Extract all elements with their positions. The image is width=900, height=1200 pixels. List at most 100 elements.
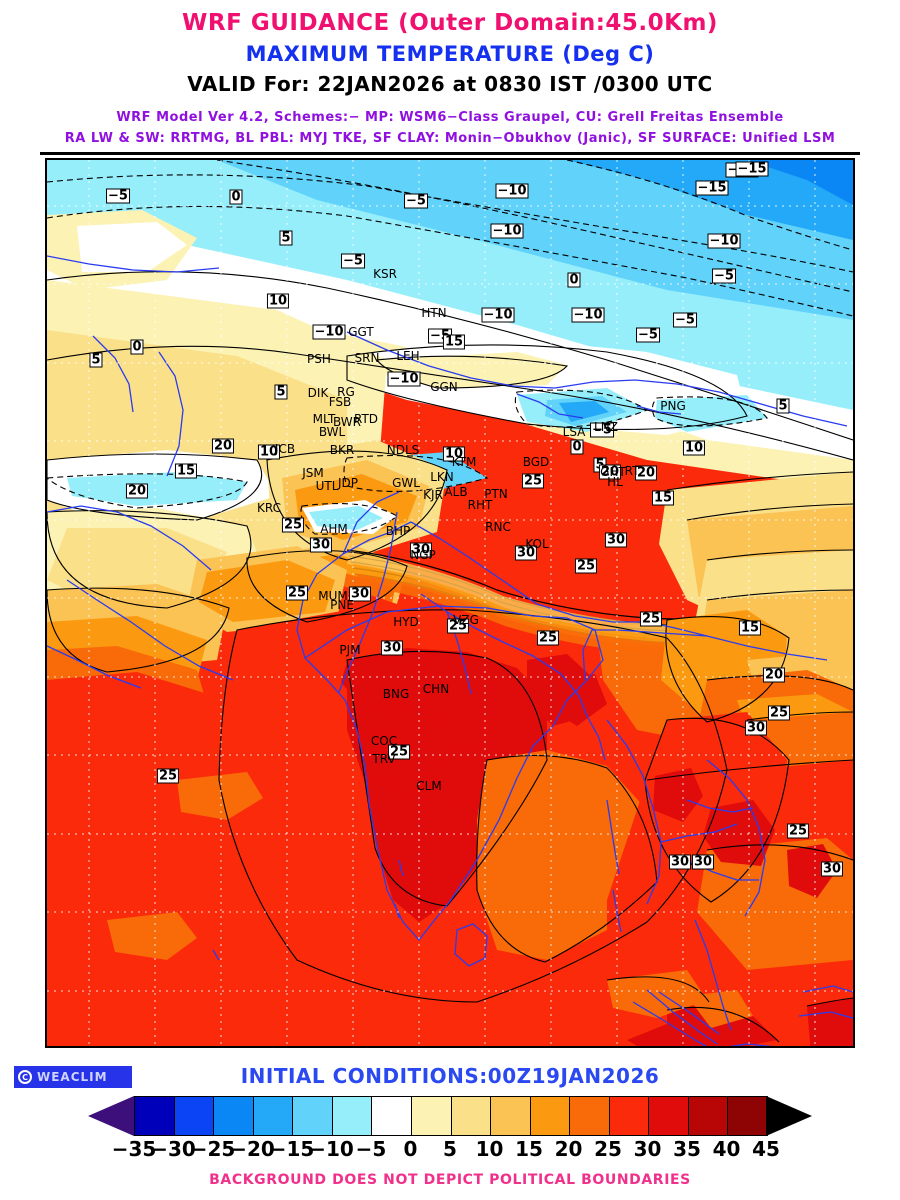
contour-value-label: 25 xyxy=(639,611,663,627)
colorbar-swatch xyxy=(570,1097,610,1135)
contour-value-label: 5 xyxy=(776,398,790,414)
contour-value-label: 0 xyxy=(229,189,243,205)
contour-value-label: 5 xyxy=(89,352,103,368)
colorbar[interactable] xyxy=(88,1096,812,1136)
header: WRF GUIDANCE (Outer Domain:45.0Km) MAXIM… xyxy=(0,0,900,155)
contour-value-label: 15 xyxy=(174,463,198,479)
longitude-tick xyxy=(417,1046,419,1048)
longitude-tick xyxy=(285,1046,287,1048)
city-label: BWL xyxy=(318,425,346,439)
city-label: NGP xyxy=(410,548,436,562)
city-label: BWR xyxy=(332,415,362,429)
colorbar-tick-label: −35 xyxy=(111,1137,157,1161)
colorbar-swatch xyxy=(491,1097,531,1135)
longitude-tick xyxy=(351,1046,353,1048)
city-label: NDLS xyxy=(386,443,420,457)
city-label: CHN xyxy=(422,682,450,696)
contour-value-label: 30 xyxy=(514,545,538,561)
colorbar-swatch xyxy=(609,1097,650,1135)
contour-value-label: 10 xyxy=(682,440,706,456)
colorbar-tick-label: 0 xyxy=(403,1137,418,1161)
colorbar-tick-label: 35 xyxy=(673,1137,701,1161)
latitude-tick xyxy=(45,670,47,672)
contour-value-label: 25 xyxy=(387,744,411,760)
contour-value-label: 10 xyxy=(442,446,466,462)
city-label: KSR xyxy=(373,267,397,281)
longitude-tick xyxy=(549,1046,551,1048)
latitude-tick xyxy=(45,983,47,985)
city-label: FSB xyxy=(328,395,352,409)
copyright-icon: C xyxy=(18,1070,32,1084)
colorbar-tick-label: 40 xyxy=(712,1137,741,1161)
latitude-tick xyxy=(45,356,47,358)
latitude-tick xyxy=(45,434,47,436)
city-label: PNG xyxy=(660,399,686,413)
city-label: MLT xyxy=(312,412,336,426)
city-label: RT xyxy=(624,464,640,478)
city-label: HL xyxy=(607,475,623,489)
city-label: BHP xyxy=(385,524,411,538)
colorbar-tick-label: −10 xyxy=(309,1137,354,1161)
city-label: DIK xyxy=(307,386,329,400)
colorbar-tick-label: −5 xyxy=(355,1137,387,1161)
latitude-tick xyxy=(45,278,47,280)
city-label: PJM xyxy=(339,643,361,657)
city-label: KRC xyxy=(257,501,281,515)
city-label: AHM xyxy=(320,522,348,536)
city-label: SRN xyxy=(354,351,380,365)
colorbar-tick-label: 15 xyxy=(515,1137,543,1161)
contour-value-label: −10 xyxy=(707,233,741,249)
contour-value-label: 30 xyxy=(380,640,404,656)
city-label: TRV xyxy=(372,752,396,766)
city-label: UTL xyxy=(315,479,339,493)
longitude-tick xyxy=(615,1046,617,1048)
latitude-tick xyxy=(45,199,47,201)
valid-time-label: VALID For: 22JAN2026 at 0830 IST /0300 U… xyxy=(187,72,713,96)
contour-value-label: 25 xyxy=(156,768,180,784)
colorbar-tick-label: 5 xyxy=(443,1137,457,1161)
longitude-tick xyxy=(153,1046,155,1048)
colorbar-swatch xyxy=(293,1097,333,1135)
latitude-tick xyxy=(45,748,47,750)
city-label: KOL xyxy=(525,537,549,551)
colorbar-tick-label: −20 xyxy=(230,1137,275,1161)
colorbar-tick-labels: −35 −30 −25 −20 −15 −10 −5 0 5 10 15 20 25 30 35 40 45 xyxy=(88,1137,812,1161)
city-label: LSA xyxy=(562,425,586,439)
contour-value-label: −5 xyxy=(341,253,365,269)
contour-value-label: 15 xyxy=(442,334,466,350)
contour-value-label: −5 xyxy=(404,193,428,209)
city-label: VZG xyxy=(453,613,479,627)
contour-value-label: 25 xyxy=(786,823,810,839)
colorbar-swatch xyxy=(649,1097,689,1135)
contour-value-label: −5 xyxy=(106,188,130,204)
contour-value-label: 25 xyxy=(574,558,598,574)
city-label: JDP xyxy=(337,476,359,490)
contour-value-label: −5 xyxy=(590,422,614,438)
colorbar-swatch xyxy=(174,1097,215,1135)
city-label: ALB xyxy=(444,485,468,499)
temperature-map[interactable]: −20−15−10−5−10−5−5005−10−5105−10−515−10−… xyxy=(45,158,855,1048)
city-label: LKN xyxy=(430,470,454,484)
contour-value-label: 30 xyxy=(691,854,715,870)
colorbar-tick-label: 25 xyxy=(594,1137,622,1161)
city-label: PNE xyxy=(330,598,354,612)
colorbar-swatch xyxy=(214,1097,254,1135)
city-label: KJR xyxy=(423,488,443,502)
contour-value-label: 30 xyxy=(604,532,628,548)
weaclim-logo[interactable]: C WEACLIM xyxy=(14,1066,132,1088)
contour-value-label: 20 xyxy=(211,438,235,454)
colorbar-tick-label: −15 xyxy=(269,1137,315,1161)
longitude-tick xyxy=(219,1046,221,1048)
colorbar-swatch xyxy=(372,1097,412,1135)
contour-value-label: −5 xyxy=(712,268,736,284)
contour-value-label: 15 xyxy=(651,490,675,506)
colorbar-swatch xyxy=(688,1097,729,1135)
city-label: PSH xyxy=(307,352,331,366)
chart-subtitle: MAXIMUM TEMPERATURE (Deg C) xyxy=(245,42,655,66)
contour-value-label: 0 xyxy=(567,272,581,288)
header-divider xyxy=(40,152,860,155)
contour-value-label: −5 xyxy=(673,312,697,328)
colorbar-swatches[interactable] xyxy=(134,1096,768,1136)
city-label: JSM xyxy=(302,466,324,480)
longitude-tick xyxy=(87,1046,89,1048)
